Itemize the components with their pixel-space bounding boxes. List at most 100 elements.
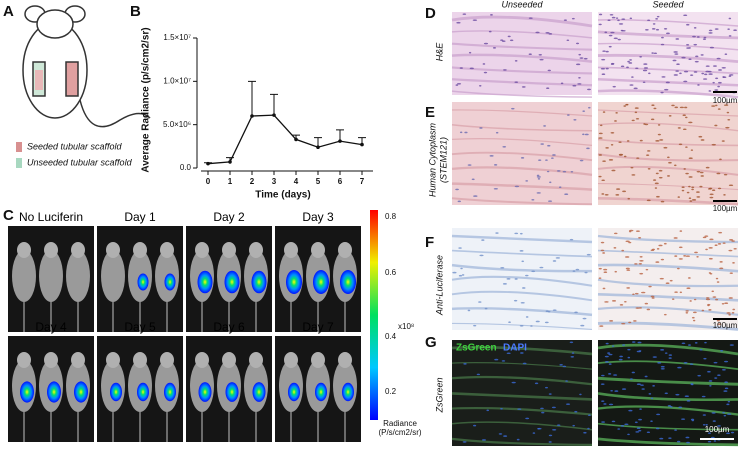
mouse-head — [106, 352, 120, 368]
cell-nucleus — [702, 38, 707, 40]
cell-nucleus — [619, 355, 623, 358]
colorbar — [370, 210, 378, 420]
cell-nucleus — [488, 30, 492, 33]
colorbar-scale: x10⁸ — [398, 322, 414, 331]
cell-nucleus — [608, 34, 613, 37]
cell-nucleus — [686, 400, 691, 402]
cell-nucleus — [639, 255, 643, 258]
cell-nucleus — [569, 238, 574, 241]
cell-nucleus — [608, 159, 614, 161]
cell-nucleus — [473, 424, 477, 427]
cell-nucleus — [565, 380, 568, 382]
cell-nucleus — [498, 433, 503, 435]
row-label: ZsGreen — [434, 377, 444, 413]
cell-nucleus — [666, 175, 671, 177]
cell-nucleus — [514, 232, 519, 235]
cell-nucleus — [535, 320, 540, 323]
cell-nucleus — [464, 131, 468, 134]
cell-nucleus — [673, 51, 678, 53]
cell-nucleus — [703, 36, 707, 39]
cell-nucleus — [688, 197, 692, 200]
mouse-schematic — [16, 5, 151, 168]
cell-nucleus — [611, 300, 617, 302]
cell-nucleus — [646, 199, 651, 202]
tissue-fiber — [597, 234, 739, 244]
cell-nucleus — [689, 300, 692, 302]
y-tick-label: 1.5×10⁷ — [163, 33, 191, 42]
cell-nucleus — [455, 188, 459, 191]
cell-nucleus — [711, 290, 715, 293]
cell-nucleus — [717, 425, 721, 427]
cell-nucleus — [675, 38, 680, 40]
cell-nucleus — [708, 257, 713, 260]
cell-nucleus — [668, 357, 672, 359]
cell-nucleus — [688, 58, 692, 61]
cell-nucleus — [648, 285, 652, 288]
cell-nucleus — [634, 263, 638, 265]
cell-nucleus — [598, 13, 603, 16]
cell-nucleus — [718, 69, 722, 71]
tissue-fiber — [451, 362, 593, 370]
cell-nucleus — [683, 80, 688, 83]
cell-nucleus — [704, 73, 708, 76]
cell-nucleus — [582, 317, 587, 320]
cell-nucleus — [653, 107, 657, 110]
signal — [197, 270, 213, 294]
cell-nucleus — [679, 106, 684, 109]
cell-nucleus — [642, 69, 648, 72]
cell-nucleus — [626, 140, 630, 142]
image-label: No Luciferin — [19, 210, 83, 224]
cell-nucleus — [677, 127, 681, 129]
cell-nucleus — [489, 155, 494, 157]
image-label: Day 5 — [124, 320, 156, 334]
cell-nucleus — [696, 191, 700, 193]
cell-nucleus — [587, 414, 591, 417]
cell-nucleus — [728, 75, 732, 77]
tissue-fiber — [451, 346, 593, 356]
tissue-fiber — [597, 405, 739, 416]
cell-nucleus — [716, 319, 720, 322]
mouse-head — [338, 242, 352, 258]
tissue-fiber — [597, 437, 739, 447]
x-tick-label: 3 — [272, 177, 277, 186]
cell-nucleus — [556, 424, 561, 426]
cell-nucleus — [653, 52, 658, 55]
cell-nucleus — [579, 159, 584, 162]
cell-nucleus — [733, 247, 737, 250]
signal — [315, 382, 327, 402]
cell-nucleus — [622, 190, 627, 193]
cell-nucleus — [528, 17, 533, 19]
cell-nucleus — [708, 32, 713, 34]
data-point — [250, 114, 254, 118]
cell-nucleus — [694, 342, 698, 344]
cell-nucleus — [459, 131, 463, 134]
colorbar-tick: 0.6 — [385, 268, 397, 277]
cell-nucleus — [638, 262, 643, 265]
cell-nucleus — [709, 193, 714, 196]
cell-nucleus — [723, 390, 728, 392]
cell-nucleus — [733, 29, 737, 32]
cell-nucleus — [721, 140, 725, 142]
cell-nucleus — [683, 255, 687, 257]
cell-nucleus — [639, 139, 643, 142]
cell-nucleus — [724, 360, 729, 363]
cell-nucleus — [707, 370, 711, 373]
cell-nucleus — [685, 146, 688, 148]
cell-nucleus — [608, 373, 612, 375]
mouse-head — [195, 352, 209, 368]
cell-nucleus — [610, 31, 615, 34]
tissue-fiber — [451, 90, 593, 98]
cell-nucleus — [714, 124, 718, 127]
cell-nucleus — [460, 267, 463, 270]
cell-nucleus — [483, 71, 488, 74]
cell-nucleus — [540, 143, 545, 145]
cell-nucleus — [681, 418, 686, 420]
cell-nucleus — [541, 411, 545, 414]
signal — [288, 382, 300, 402]
cell-nucleus — [719, 158, 722, 161]
cell-nucleus — [604, 193, 609, 196]
cell-nucleus — [667, 156, 670, 159]
cell-nucleus — [531, 198, 535, 201]
cell-nucleus — [545, 32, 550, 34]
